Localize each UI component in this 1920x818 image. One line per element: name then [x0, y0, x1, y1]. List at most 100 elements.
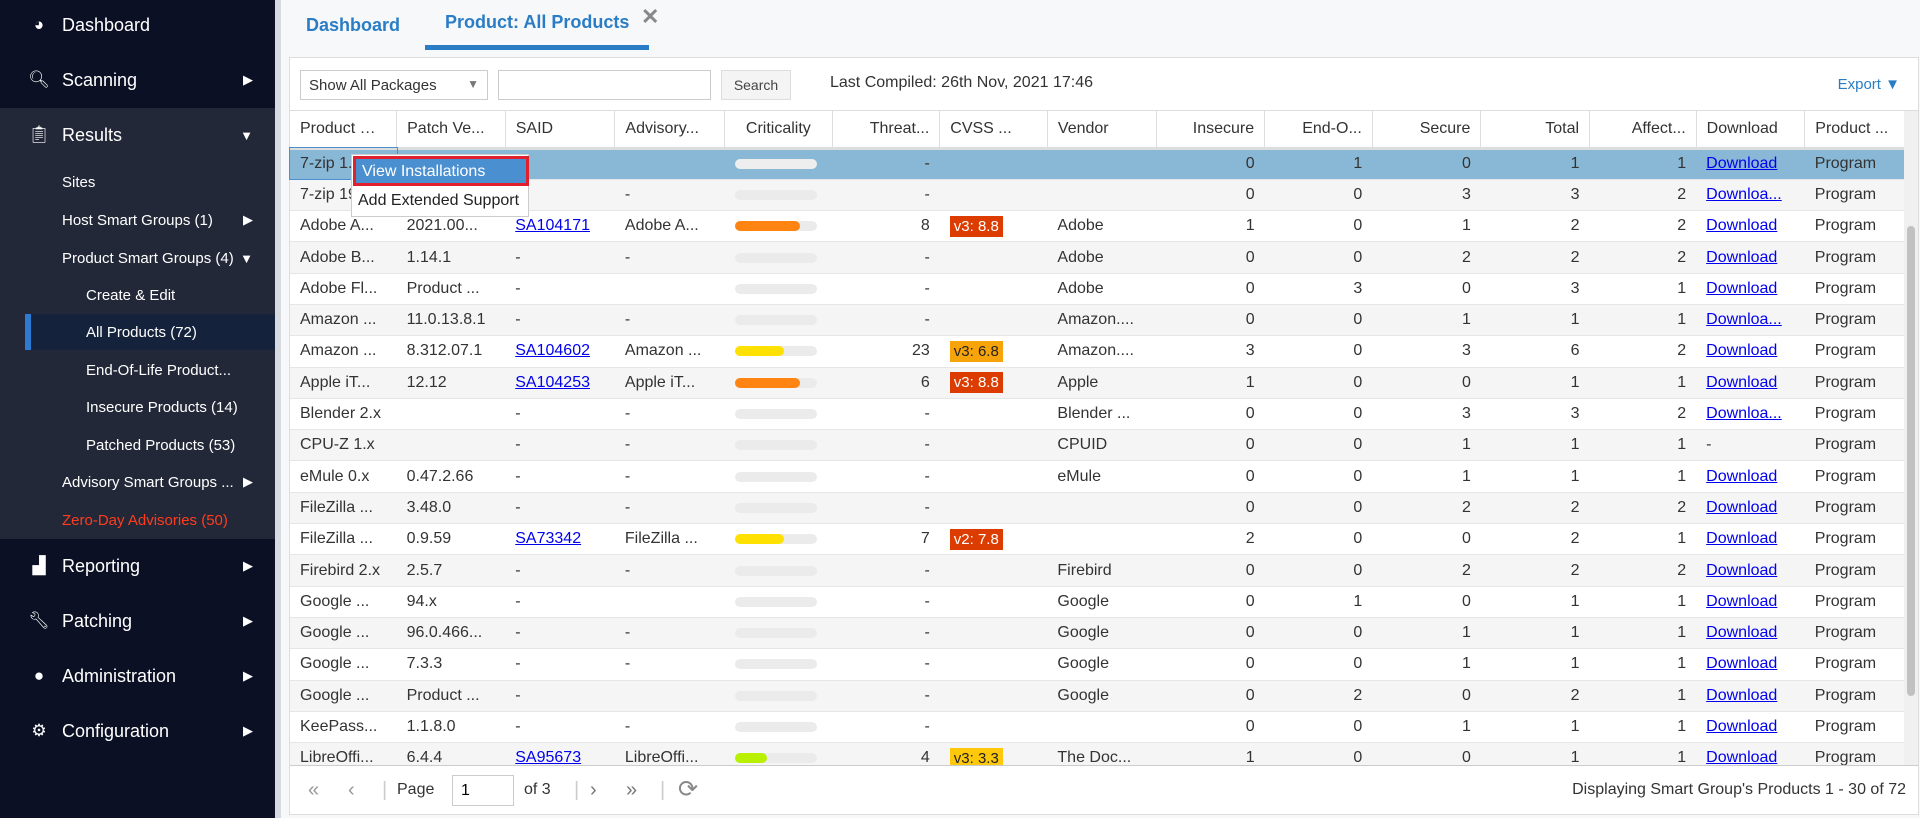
- table-row[interactable]: Google ... 96.0.466... - - - Google 0 0 1 1 1 Downl…: [290, 617, 1906, 650]
- column-header-insecure[interactable]: Insecure: [1156, 111, 1266, 150]
- nav-product-smart-groups[interactable]: Product Smart Groups (4) ▼: [62, 249, 253, 267]
- column-header-cvss[interactable]: CVSS ...: [939, 111, 1048, 150]
- cell-end-of-life: 0: [1264, 711, 1373, 744]
- column-header-product-name[interactable]: Product Name: [290, 111, 398, 150]
- download-link[interactable]: Download: [1706, 717, 1778, 735]
- menu-item-add-extended-support[interactable]: Add Extended Support: [358, 192, 520, 209]
- said-link[interactable]: SA104253: [515, 373, 590, 391]
- said-link[interactable]: SA73342: [515, 530, 582, 548]
- table-row[interactable]: Amazon ... 8.312.07.1 SA104602 Amazon ... 23…: [290, 335, 1906, 368]
- column-header-affected[interactable]: Affect...: [1589, 111, 1697, 150]
- download-link[interactable]: Download: [1706, 373, 1778, 391]
- nav-insecure-products[interactable]: Insecure Products (14): [86, 398, 238, 416]
- scrollbar[interactable]: [1904, 111, 1918, 771]
- table-row[interactable]: FileZilla ... 0.9.59 SA73342 FileZilla ... 7…: [290, 523, 1906, 556]
- nav-administration[interactable]: ● Administration ▶: [0, 651, 275, 701]
- table-row[interactable]: 7-zip 19... - -0 0 3 3 2 Downloa... Program: [290, 179, 1906, 212]
- column-header-threat[interactable]: Threat...: [832, 111, 941, 150]
- download-link[interactable]: Download: [1706, 279, 1778, 297]
- tab-dashboard[interactable]: Dashboard: [306, 14, 401, 35]
- table-row[interactable]: Adobe B... 1.14.1- - - Adobe 0 0 2 2 2 Download Pro…: [290, 241, 1906, 274]
- cell-total: 1: [1480, 304, 1590, 337]
- criticality-bar: [734, 690, 817, 701]
- nav-host-smart-groups[interactable]: Host Smart Groups (1) ▶: [62, 211, 253, 229]
- download-link[interactable]: Download: [1706, 155, 1778, 173]
- wrench-icon: 🔧︎: [28, 611, 50, 630]
- nav-scanning[interactable]: 🔍︎ Scanning ▶: [0, 55, 275, 105]
- table-row[interactable]: Amazon ... 11.0.13.8.1- - - Amazon.... 0 0 1 1 1 D…: [290, 304, 1906, 337]
- nav-dashboard[interactable]: ◕ Dashboard: [0, 0, 275, 50]
- nav-sites[interactable]: Sites: [62, 173, 96, 191]
- column-header-end-of-life[interactable]: End-O...: [1264, 111, 1373, 150]
- column-header-said[interactable]: SAID: [505, 111, 616, 150]
- table-row[interactable]: Adobe A... 2021.00... SA104171 Adobe A... 8 v…: [290, 210, 1906, 243]
- download-link[interactable]: Download: [1706, 624, 1778, 642]
- tab-all-products[interactable]: Product: All Products: [425, 0, 650, 50]
- download-link[interactable]: Downloa...: [1706, 185, 1782, 203]
- column-header-secure[interactable]: Secure: [1372, 111, 1482, 150]
- scrollbar-thumb[interactable]: [1907, 226, 1915, 696]
- download-link[interactable]: Download: [1706, 561, 1778, 579]
- search-input[interactable]: [498, 70, 711, 100]
- download-link[interactable]: Download: [1706, 467, 1778, 485]
- table-row[interactable]: Google ... 7.3.3- - - Google 0 0 1 1 1 Download Pro…: [290, 648, 1906, 681]
- download-link[interactable]: Download: [1706, 248, 1778, 266]
- nav-create-edit[interactable]: Create & Edit: [86, 286, 176, 304]
- refresh-icon[interactable]: ⟳: [678, 776, 699, 803]
- download-link[interactable]: Download: [1706, 749, 1778, 767]
- table-row[interactable]: Google ... 94.x - - Google 0 1 0 1 1 Download Progr…: [290, 586, 1906, 618]
- column-header-advisory[interactable]: Advisory...: [614, 111, 726, 150]
- last-page-icon[interactable]: »: [626, 779, 638, 801]
- nav-results[interactable]: 📋︎ Results ▼: [0, 110, 275, 160]
- download-link[interactable]: Downloa...: [1706, 405, 1782, 423]
- next-page-icon[interactable]: ›: [590, 779, 597, 801]
- nav-end-of-life[interactable]: End-Of-Life Product...: [86, 361, 232, 379]
- said-link[interactable]: SA104602: [515, 342, 590, 360]
- nav-configuration[interactable]: ⚙ Configuration ▶: [0, 706, 275, 756]
- nav-advisory-smart-groups[interactable]: Advisory Smart Groups ... ▶: [62, 473, 253, 491]
- download-link[interactable]: Download: [1706, 217, 1778, 235]
- table-row[interactable]: Blender 2.x - - - Blender ... 0 0 3 3 2 Downloa...…: [290, 398, 1906, 431]
- column-header-criticality[interactable]: Criticality: [724, 111, 833, 150]
- cell-threat: -: [832, 241, 940, 274]
- chevron-right-icon: ▶: [243, 668, 253, 683]
- download-link[interactable]: Downloa...: [1706, 311, 1782, 329]
- close-tab-icon[interactable]: ✕: [641, 4, 660, 29]
- said-link[interactable]: SA95673: [515, 749, 582, 767]
- table-row[interactable]: Google ... Product ... - - Google 0 2 0 2 1 Downlo…: [290, 680, 1906, 712]
- column-header-patch-version[interactable]: Patch Ve...: [396, 111, 506, 150]
- download-link[interactable]: Download: [1706, 592, 1778, 610]
- first-page-icon[interactable]: «: [308, 779, 320, 801]
- search-button[interactable]: Search: [721, 70, 791, 100]
- cell-criticality: [724, 680, 833, 712]
- menu-item-view-installations[interactable]: View Installations: [353, 156, 529, 186]
- download-link[interactable]: Download: [1706, 498, 1778, 516]
- download-link[interactable]: Download: [1706, 686, 1778, 704]
- table-row[interactable]: Firebird 2.x 2.5.7- - - Firebird 0 0 2 2 2 Downloa…: [290, 554, 1906, 587]
- column-header-vendor[interactable]: Vendor: [1047, 111, 1157, 150]
- column-header-download[interactable]: Download: [1696, 111, 1806, 150]
- nav-reporting[interactable]: ▟ Reporting ▶: [0, 541, 275, 591]
- prev-page-icon[interactable]: ‹: [348, 779, 355, 801]
- column-header-total[interactable]: Total: [1480, 111, 1591, 150]
- table-row[interactable]: eMule 0.x 0.47.2.66- - - eMule 0 0 1 1 1 Download P…: [290, 460, 1906, 493]
- table-row[interactable]: FileZilla ... 3.48.0- - -0 0 2 2 2 Download Progr…: [290, 492, 1906, 525]
- table-row[interactable]: Adobe Fl... Product ... - - Adobe 0 3 0 3 1 Downlo…: [290, 273, 1906, 305]
- export-button[interactable]: Export ▼: [1837, 76, 1900, 93]
- cell-secure: 2: [1372, 241, 1481, 274]
- said-link[interactable]: SA104171: [515, 217, 590, 235]
- page-input[interactable]: [452, 775, 514, 806]
- download-link[interactable]: Download: [1706, 655, 1778, 673]
- nav-all-products[interactable]: All Products (72): [25, 314, 275, 350]
- package-filter-select[interactable]: Show All Packages ▼: [300, 70, 488, 100]
- table-row[interactable]: Apple iT... 12.12 SA104253 Apple iT... 6 v3: …: [290, 367, 1906, 399]
- table-row[interactable]: KeePass... 1.1.8.0- - -0 0 1 1 1 Download Program: [290, 711, 1906, 744]
- nav-zero-day-advisories[interactable]: Zero-Day Advisories (50): [62, 511, 228, 529]
- nav-patching[interactable]: 🔧︎ Patching ▶: [0, 596, 275, 646]
- column-header-product-type[interactable]: Product ...: [1804, 111, 1906, 150]
- download-link[interactable]: Download: [1706, 342, 1778, 360]
- table-row[interactable]: 7-zip 1... -0 1 0 1 1 Download Program: [289, 146, 1906, 181]
- nav-patched-products[interactable]: Patched Products (53): [86, 436, 236, 454]
- download-link[interactable]: Download: [1706, 530, 1778, 548]
- table-row[interactable]: CPU-Z 1.x - - - CPUID 0 0 1 1 1- Program: [290, 429, 1906, 462]
